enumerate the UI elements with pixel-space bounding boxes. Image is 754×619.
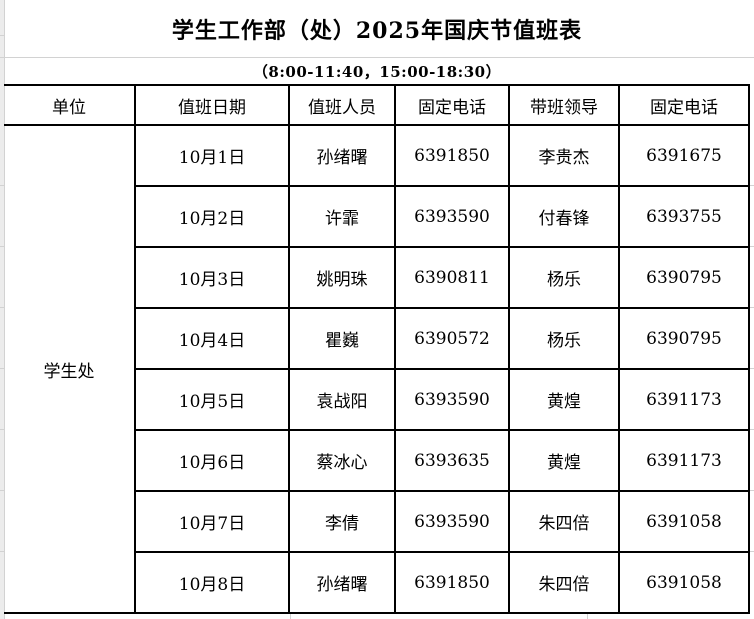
leader-phone-cell: 6390795: [618, 307, 750, 370]
duty-person-cell: 蔡冰心: [288, 429, 396, 492]
window-edge-band: [0, 0, 4, 619]
leader-phone-cell: 6393755: [618, 185, 750, 248]
sheet-gridline-stub: [0, 551, 5, 552]
duty-row: 10月8日 孙绪曙 6391850 朱四倍 6391058: [4, 551, 750, 614]
duty-date-cell: 10月4日: [134, 307, 290, 370]
sheet-gridline-stub: [749, 429, 754, 430]
sheet-gridline-stub: [749, 490, 754, 491]
duty-phone-cell: 6391850: [394, 124, 510, 187]
duty-row: 10月5日 袁战阳 6393590 黄煌 6391173: [4, 368, 750, 431]
sheet-gridline-stub: [749, 551, 754, 552]
duty-row: 学生处 10月1日 孙绪曙 6391850 李贵杰 6391675: [4, 124, 750, 614]
duty-date-cell: 10月3日: [134, 246, 290, 309]
duty-row: 10月4日 瞿巍 6390572 杨乐 6390795: [4, 307, 750, 370]
sheet-gridline-stub: [0, 185, 5, 186]
duty-date-cell: 10月7日: [134, 490, 290, 553]
col-header-unit: 单位: [4, 84, 136, 126]
leader-cell: 杨乐: [508, 307, 620, 370]
sheet-gridline-stub: [0, 246, 5, 247]
duty-row: 10月3日 姚明珠 6390811 杨乐 6390795: [4, 246, 750, 309]
duty-hours-subtitle: （8:00-11:40，15:00-18:30）: [252, 62, 502, 81]
col-header-duty-date: 值班日期: [134, 84, 290, 126]
duty-person-cell: 孙绪曙: [288, 124, 396, 187]
sheet-gridline-stub: [0, 368, 5, 369]
col-header-leader: 带班领导: [508, 84, 620, 126]
leader-cell: 李贵杰: [508, 124, 620, 187]
duty-date-cell: 10月1日: [134, 124, 290, 187]
sheet-gridline-stub: [587, 612, 588, 619]
col-header-duty-person: 值班人员: [288, 84, 396, 126]
duty-person-cell: 许霏: [288, 185, 396, 248]
duty-phone-cell: 6393590: [394, 490, 510, 553]
duty-phone-cell: 6390811: [394, 246, 510, 309]
duty-phone-cell: 6391850: [394, 551, 510, 614]
duty-person-cell: 李倩: [288, 490, 396, 553]
unit-cell: 学生处: [4, 124, 136, 614]
duty-date-cell: 10月5日: [134, 368, 290, 431]
duty-row: 10月2日 许霏 6393590 付春锋 6393755: [4, 185, 750, 248]
leader-phone-cell: 6390795: [618, 246, 750, 309]
leader-cell: 黄煌: [508, 368, 620, 431]
leader-phone-cell: 6391058: [618, 551, 750, 614]
duty-row: 10月7日 李倩 6393590 朱四倍 6391058: [4, 490, 750, 553]
leader-phone-cell: 6391173: [618, 429, 750, 492]
leader-cell: 朱四倍: [508, 551, 620, 614]
sheet-gridline-stub: [290, 612, 291, 619]
leader-cell: 朱四倍: [508, 490, 620, 553]
duty-phone-cell: 6393590: [394, 185, 510, 248]
duty-person-cell: 孙绪曙: [288, 551, 396, 614]
sheet-gridline-stub: [749, 185, 754, 186]
leader-phone-cell: 6391173: [618, 368, 750, 431]
duty-person-cell: 姚明珠: [288, 246, 396, 309]
leader-cell: 付春锋: [508, 185, 620, 248]
sheet-gridline-stub: [749, 368, 754, 369]
sheet-gridline-stub: [0, 307, 5, 308]
leader-cell: 黄煌: [508, 429, 620, 492]
duty-date-cell: 10月8日: [134, 551, 290, 614]
leader-cell: 杨乐: [508, 246, 620, 309]
sheet-gridline-stub: [749, 307, 754, 308]
duty-row: 10月6日 蔡冰心 6393635 黄煌 6391173: [4, 429, 750, 492]
duty-person-cell: 瞿巍: [288, 307, 396, 370]
duty-date-cell: 10月2日: [134, 185, 290, 248]
duty-date-cell: 10月6日: [134, 429, 290, 492]
page-title: 学生工作部（处）2025年国庆节值班表: [171, 17, 583, 44]
col-header-leader-phone: 固定电话: [618, 84, 750, 126]
duty-phone-cell: 6393590: [394, 368, 510, 431]
col-header-phone: 固定电话: [394, 84, 510, 126]
duty-phone-cell: 6393635: [394, 429, 510, 492]
header-row: 单位 值班日期 值班人员 固定电话 带班领导 固定电话: [4, 84, 750, 126]
duty-person-cell: 袁战阳: [288, 368, 396, 431]
sheet-gridline-stub: [749, 246, 754, 247]
sheet-gridline-stub: [0, 490, 5, 491]
leader-phone-cell: 6391058: [618, 490, 750, 553]
title-divider-line: [0, 57, 754, 58]
sheet-gridline-stub: [0, 429, 5, 430]
duty-phone-cell: 6390572: [394, 307, 510, 370]
sheet-gridline-stub: [0, 35, 5, 36]
duty-roster-table: 单位 值班日期 值班人员 固定电话 带班领导 固定电话 学生处 10月1日 孙绪…: [4, 84, 750, 614]
leader-phone-cell: 6391675: [618, 124, 750, 187]
